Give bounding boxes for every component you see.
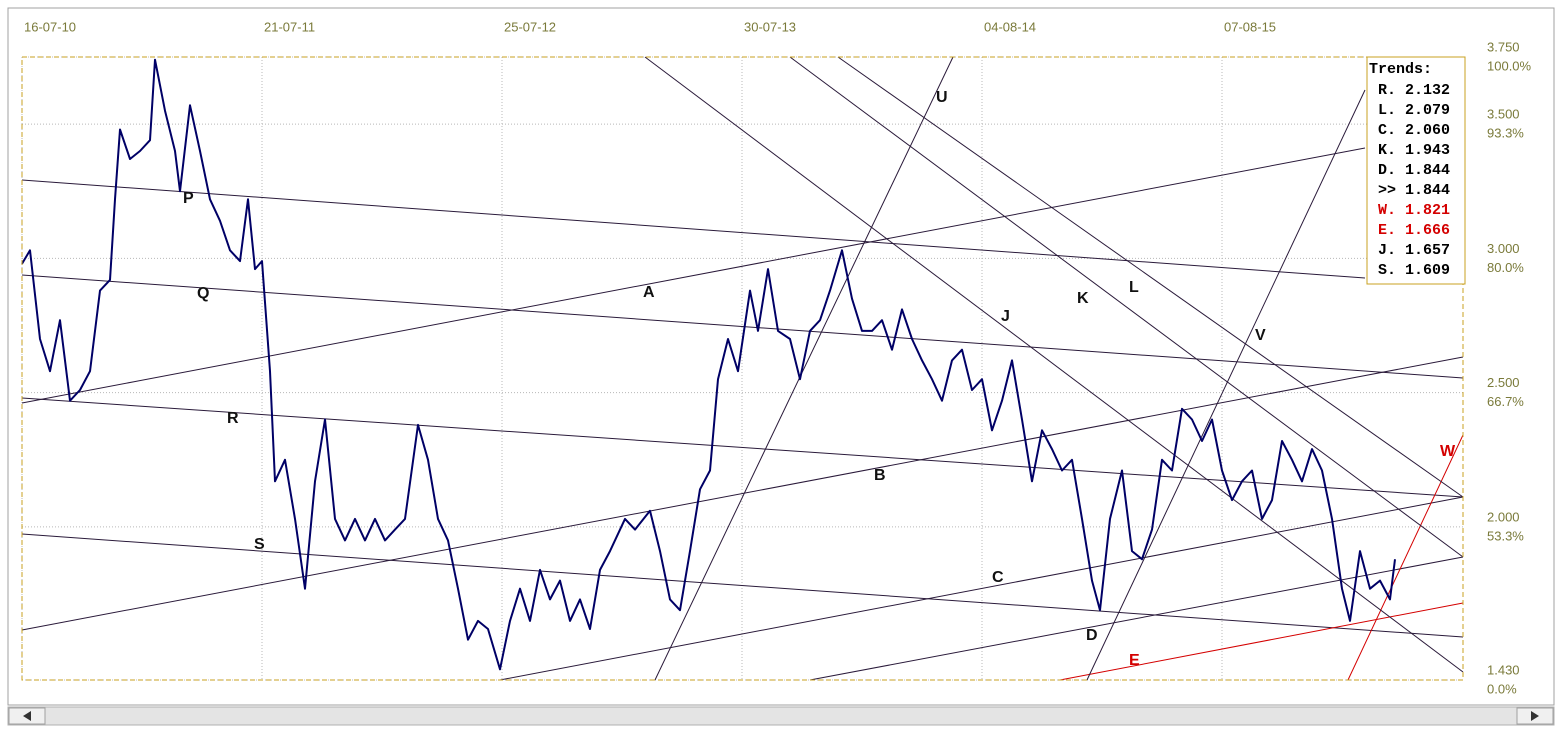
trend-line — [21, 274, 1464, 379]
scrollbar-track[interactable] — [7, 706, 1555, 726]
trend-entry: >> 1.844 — [1378, 182, 1450, 199]
series — [21, 58, 1396, 671]
annotation: Q — [197, 285, 209, 302]
x-tick-label: 16-07-10 — [24, 19, 76, 34]
annotation: R — [227, 410, 239, 427]
annotation: U — [936, 89, 948, 106]
x-tick-label: 07-08-15 — [1224, 19, 1276, 34]
y-tick-label: 3.500 — [1487, 107, 1520, 122]
trend-entry: E. 1.666 — [1378, 222, 1450, 239]
y-tick-percent: 80.0% — [1487, 260, 1524, 275]
trend-entry: K. 1.943 — [1378, 142, 1450, 159]
trend-entry: L. 2.079 — [1378, 102, 1450, 119]
trend-line — [21, 147, 1366, 404]
trend-line — [789, 56, 1464, 558]
y-tick-percent: 93.3% — [1487, 126, 1524, 141]
trend-line — [809, 556, 1464, 681]
trend-entry: W. 1.821 — [1378, 202, 1450, 219]
x-tick-label: 04-08-14 — [984, 19, 1036, 34]
annotation: C — [992, 569, 1004, 586]
annotation: K — [1077, 290, 1089, 307]
trend-line — [837, 56, 1464, 498]
annotation: S — [254, 536, 265, 553]
trend-line — [1347, 434, 1464, 681]
annotations: P Q R S A U B J K L C D E V W — [183, 89, 1456, 669]
trends-title: Trends: — [1369, 61, 1432, 78]
trend-line — [21, 397, 1464, 498]
trend-entry: C. 2.060 — [1378, 122, 1450, 139]
chart-frame — [7, 7, 1555, 706]
y-tick-label: 2.000 — [1487, 509, 1520, 524]
x-tick-label: 21-07-11 — [264, 19, 315, 34]
trend-line — [644, 56, 1464, 673]
y-tick-percent: 53.3% — [1487, 528, 1524, 543]
trend-entry: D. 1.844 — [1378, 162, 1450, 179]
scrollbar — [7, 706, 1555, 726]
y-tick-label: 1.430 — [1487, 662, 1520, 677]
annotation: J — [1001, 308, 1010, 325]
price-line — [21, 58, 1396, 671]
annotation: B — [874, 467, 886, 484]
arrow-icon — [1531, 711, 1539, 721]
y-tick-percent: 0.0% — [1487, 681, 1517, 696]
arrow-icon — [23, 711, 31, 721]
annotation: A — [643, 284, 655, 301]
annotation: D — [1086, 627, 1098, 644]
trend-line — [21, 356, 1464, 631]
trends-box: Trends: R. 2.132 L. 2.079 C. 2.060 K. 1.943… — [1366, 56, 1466, 285]
trend-line — [654, 56, 954, 681]
plot-border — [21, 56, 1464, 681]
y-tick-percent: 66.7% — [1487, 394, 1524, 409]
annotation: L — [1129, 279, 1139, 296]
annotation: V — [1255, 327, 1266, 344]
x-tick-label: 30-07-13 — [744, 19, 796, 34]
trend-entry: R. 2.132 — [1378, 82, 1450, 99]
annotation: W — [1440, 443, 1456, 460]
trends-box-border — [1366, 56, 1466, 285]
x-tick-label: 25-07-12 — [504, 19, 556, 34]
trend-entry: S. 1.609 — [1378, 262, 1450, 279]
trend-line — [1086, 89, 1366, 681]
annotation: P — [183, 190, 194, 207]
trend-lines — [21, 56, 1464, 681]
y-tick-label: 2.500 — [1487, 375, 1520, 390]
trend-line — [1059, 602, 1464, 681]
trend-line — [499, 496, 1464, 681]
y-tick-label: 3.000 — [1487, 241, 1520, 256]
trend-line — [21, 533, 1464, 638]
y-tick-label: 3.750 — [1487, 39, 1520, 54]
annotation: E — [1129, 652, 1140, 669]
y-tick-percent: 100.0% — [1487, 58, 1532, 73]
trend-line — [21, 179, 1366, 279]
trend-entry: J. 1.657 — [1378, 242, 1450, 259]
